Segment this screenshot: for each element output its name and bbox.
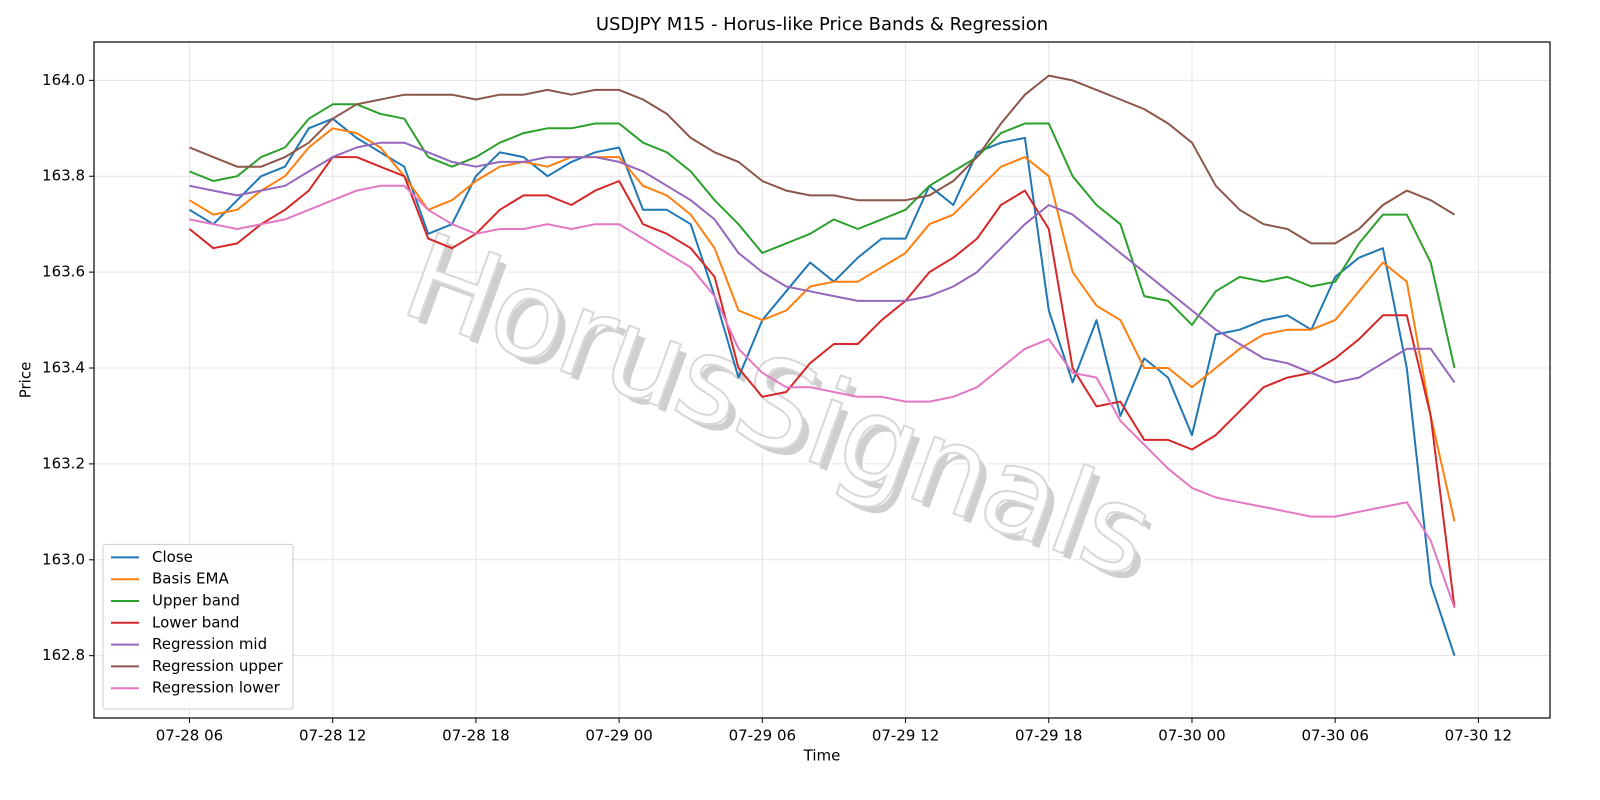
x-tick-label: 07-28 12 [299, 727, 366, 745]
legend-label: Regression lower [152, 679, 281, 697]
legend-label: Close [152, 548, 193, 566]
x-tick-label: 07-30 00 [1158, 727, 1225, 745]
axes-frame [93, 41, 1551, 719]
plot-area [188, 74, 1456, 657]
y-tick-label: 164.0 [42, 71, 85, 89]
y-axis-label: Price [17, 362, 35, 399]
y-tick-label: 163.2 [42, 454, 85, 472]
legend-label: Lower band [152, 613, 239, 631]
x-tick-label: 07-30 12 [1445, 727, 1512, 745]
x-tick-label: 07-28 06 [156, 727, 223, 745]
legend-label: Basis EMA [152, 570, 229, 588]
series-line [189, 103, 1456, 369]
grid [94, 42, 1550, 718]
x-tick-label: 07-30 06 [1301, 727, 1368, 745]
legend-label: Regression mid [152, 635, 267, 653]
x-tick-label: 07-29 12 [872, 727, 939, 745]
x-axis-label: Time [803, 747, 841, 765]
y-tick-label: 162.8 [42, 646, 85, 664]
y-tick-label: 163.0 [42, 550, 85, 568]
x-tick-label: 07-29 00 [585, 727, 652, 745]
legend: Close Basis EMA Upper band Lower band Regres… [102, 543, 294, 710]
x-tick-label: 07-29 06 [729, 727, 796, 745]
legend-box [102, 543, 294, 710]
x-tick-label: 07-29 18 [1015, 727, 1082, 745]
y-tick-label: 163.6 [42, 263, 85, 281]
legend-label: Regression upper [152, 657, 284, 675]
y-tick-label: 163.8 [42, 167, 85, 185]
legend-label: Upper band [152, 592, 240, 610]
y-tick-label: 163.4 [42, 359, 85, 377]
series-line [188, 117, 1456, 657]
series-line [189, 184, 1456, 609]
series-line [189, 74, 1456, 245]
series-line [188, 156, 1456, 608]
chart-title: USDJPY M15 - Horus-like Price Bands & Re… [596, 14, 1048, 35]
series-line [189, 141, 1456, 384]
x-tick-label: 07-28 18 [442, 727, 509, 745]
